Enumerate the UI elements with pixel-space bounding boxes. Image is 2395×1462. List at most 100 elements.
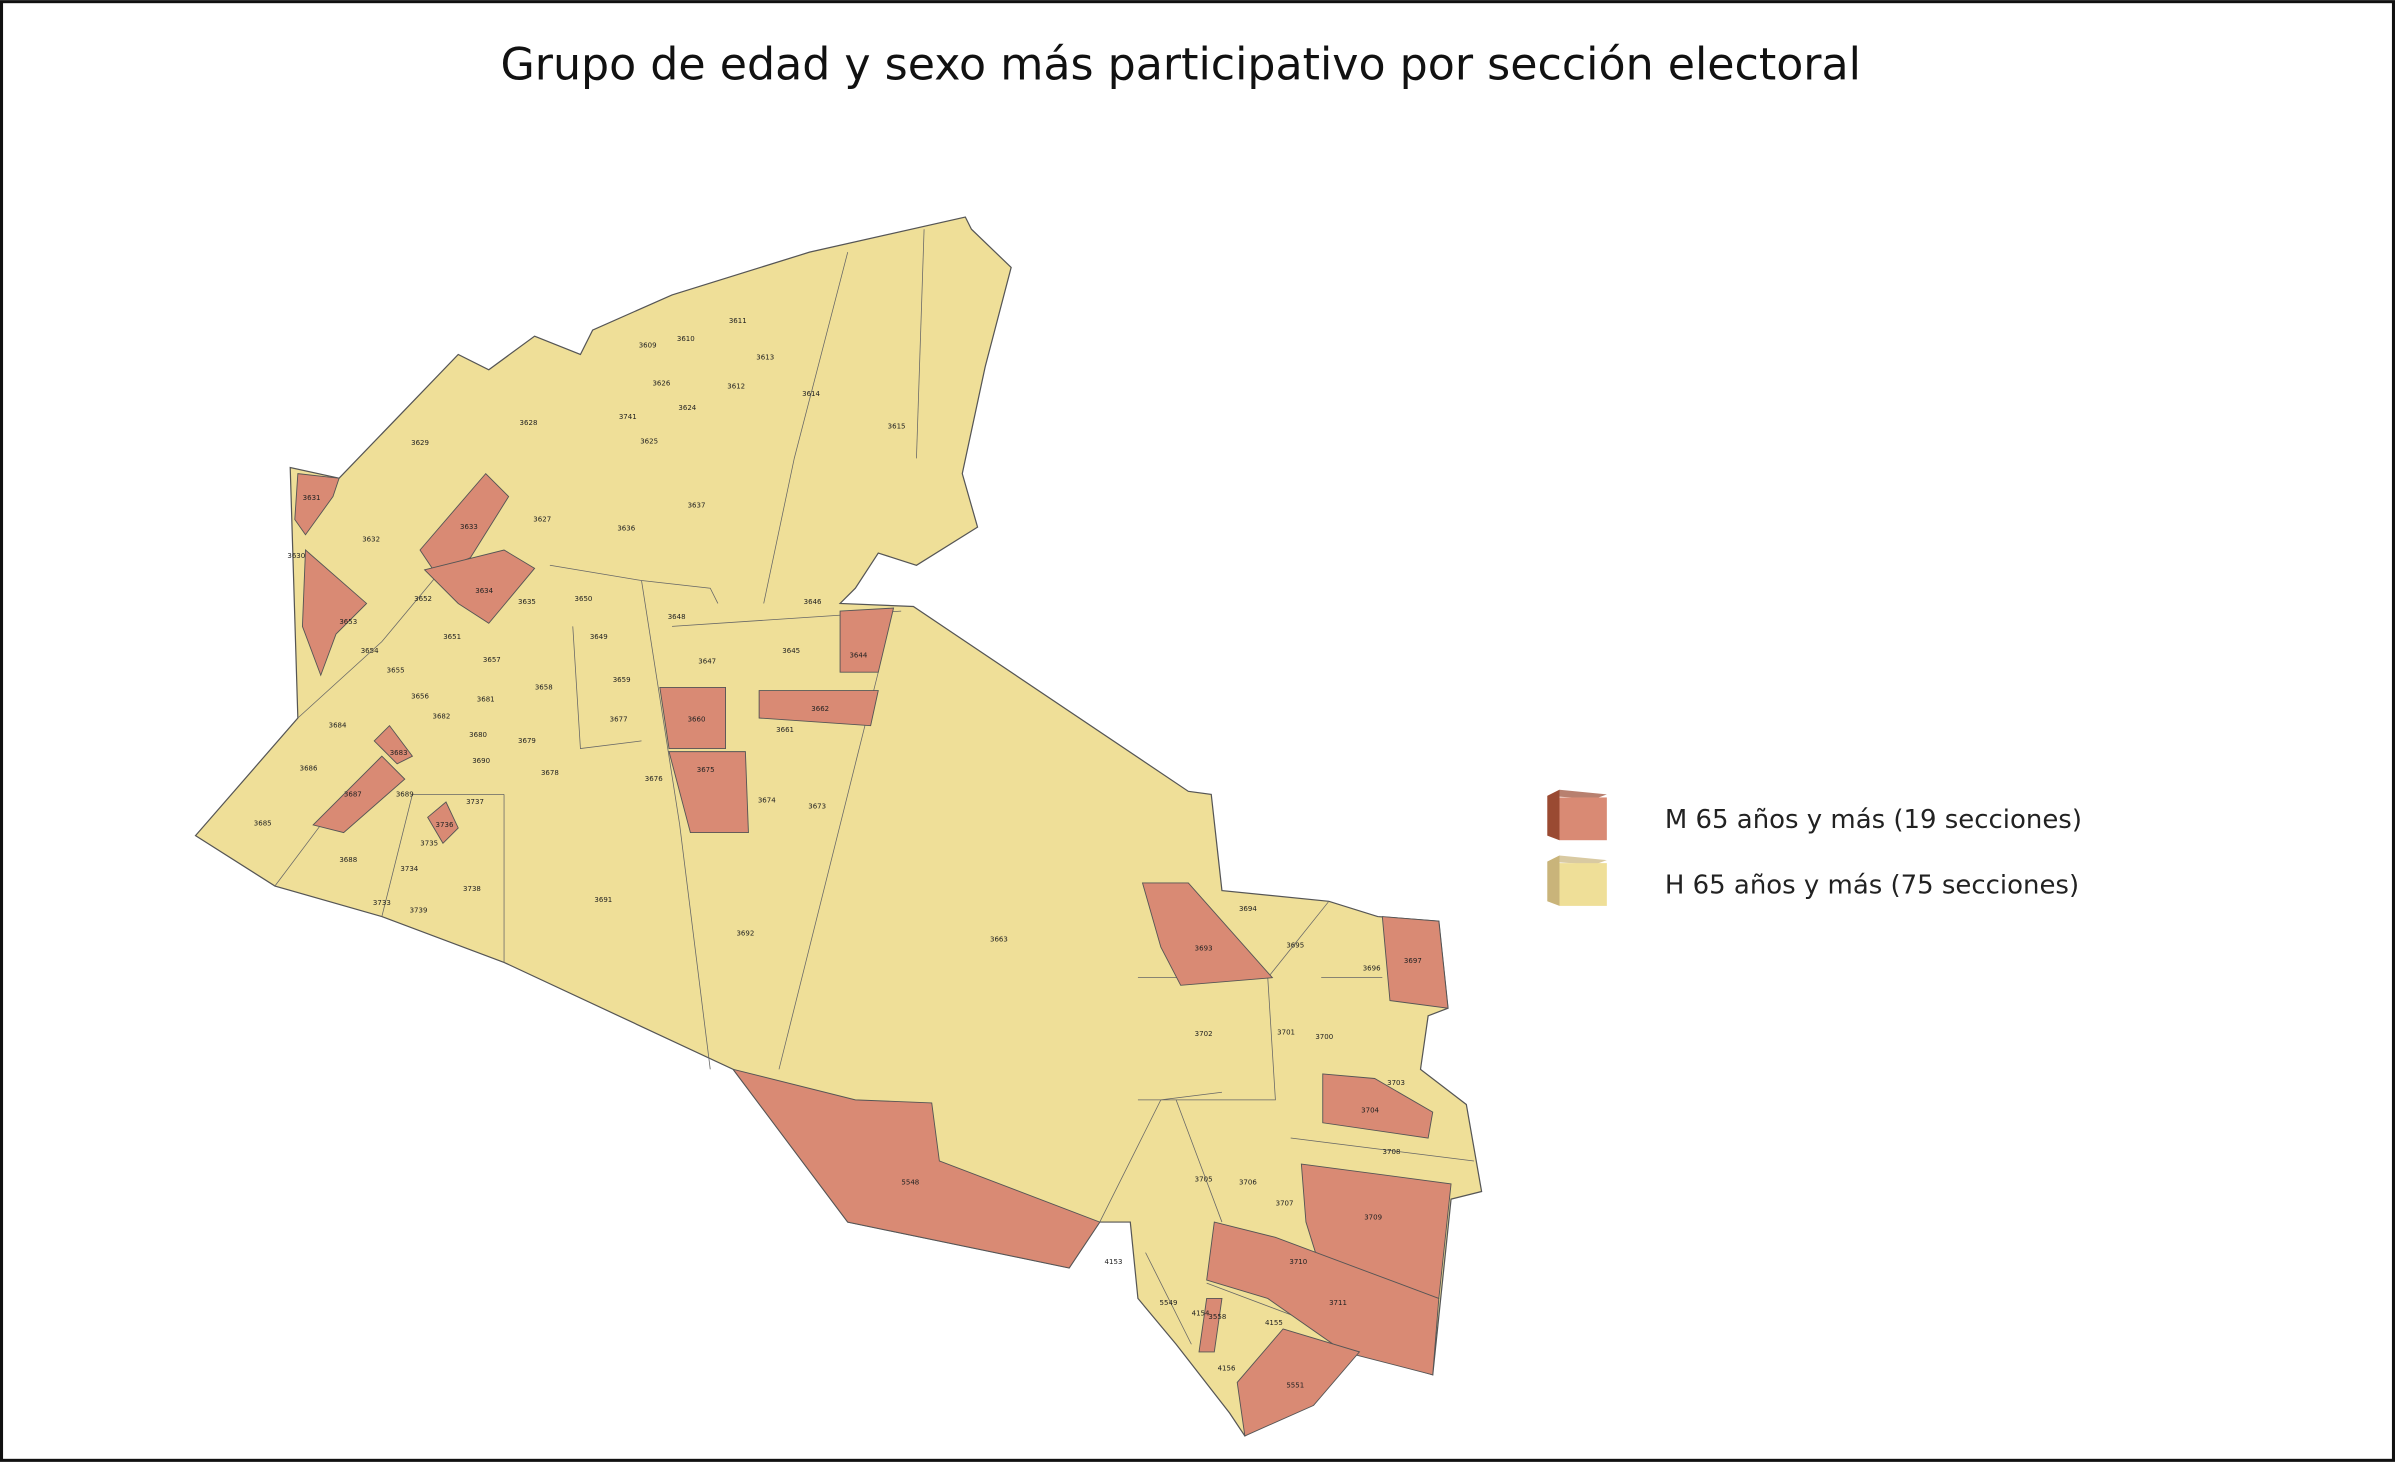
section-label: 3627 (533, 514, 551, 523)
section-label: 3693 (1195, 944, 1213, 953)
section-label: 3646 (804, 597, 822, 606)
section-area (312, 755, 406, 834)
section-border (679, 824, 711, 1070)
section-area (1381, 916, 1449, 1009)
section-label: 3673 (808, 802, 826, 811)
section-label: 3650 (575, 594, 593, 603)
section-border (1099, 1091, 1222, 1223)
section-area (758, 690, 879, 727)
section-area (1206, 1221, 1440, 1376)
section-label: 4153 (1105, 1257, 1123, 1266)
section-label: 3691 (594, 895, 612, 904)
section-label: 3651 (443, 632, 461, 641)
section-border (1290, 1137, 1475, 1162)
section-label: 4155 (1265, 1318, 1283, 1327)
section-label: 3705 (1195, 1174, 1213, 1183)
section-label: 3738 (463, 884, 481, 893)
section-area (1322, 1073, 1434, 1139)
section-label: 3697 (1404, 956, 1422, 965)
section-label: 3741 (619, 412, 637, 421)
section-label: 3611 (729, 316, 747, 325)
section-label: 3737 (466, 797, 484, 806)
legend-swatch-side (1547, 789, 1560, 841)
section-label: 3631 (303, 493, 321, 502)
section-label: 3633 (460, 522, 478, 531)
section-label: 3632 (362, 534, 380, 543)
section-label: 5551 (1286, 1381, 1304, 1390)
section-area (1141, 882, 1274, 986)
section-label: 3733 (373, 898, 391, 907)
section-border (549, 564, 719, 604)
section-label: 3661 (776, 725, 794, 734)
section-label: 3686 (300, 763, 318, 772)
section-label: 3703 (1387, 1078, 1405, 1087)
section-area (732, 1068, 1101, 1269)
section-label: 3735 (420, 838, 438, 847)
legend-label: M 65 años y más (19 secciones) (1665, 805, 2082, 835)
section-border (274, 824, 322, 887)
section-label: 3624 (678, 403, 696, 412)
section-label: 3702 (1195, 1029, 1213, 1038)
section-label: 3739 (410, 905, 428, 914)
section-label: 3648 (668, 612, 686, 621)
section-label: 3614 (802, 389, 820, 398)
section-border (297, 549, 459, 719)
legend-swatch-side (1547, 855, 1560, 906)
section-label: 3653 (339, 617, 357, 626)
section-label: 3692 (736, 928, 754, 937)
section-label: 3625 (640, 437, 658, 446)
section-label: 3734 (400, 864, 418, 873)
legend-swatch-top (1547, 855, 1607, 865)
section-label: 3635 (518, 597, 536, 606)
section-label: 3704 (1361, 1106, 1379, 1115)
section-label: 3656 (411, 692, 429, 701)
section-label: 3683 (390, 748, 408, 757)
section-label: 3610 (677, 334, 695, 343)
section-label: 3675 (697, 765, 715, 774)
section-label: 3701 (1277, 1028, 1295, 1037)
map: 3631 3633 3634 3653 3644 3662 3660 3675 3683 3687… (194, 216, 1483, 1437)
section-label: 3662 (811, 704, 829, 713)
section-border (641, 580, 681, 825)
section-label: 3695 (1286, 941, 1304, 950)
section-label: 3680 (469, 730, 487, 739)
section-label: 3628 (520, 418, 538, 427)
section-label: 3612 (727, 382, 745, 391)
legend: M 65 años y más (19 secciones) H 65 años … (1547, 789, 2082, 906)
section-label: 3659 (613, 675, 631, 684)
section-label: 3613 (756, 353, 774, 362)
section-label: 3630 (287, 551, 305, 560)
legend-label: H 65 años y más (75 secciones) (1665, 871, 2079, 901)
section-label: 3681 (477, 695, 495, 704)
section-label: 3634 (475, 586, 493, 595)
section-label: 3707 (1276, 1199, 1294, 1208)
section-label: 3645 (782, 646, 800, 655)
section-label: 3655 (387, 666, 405, 675)
section-label: 3644 (849, 650, 867, 659)
section-label: 3558 (1208, 1312, 1226, 1321)
section-border (916, 229, 925, 459)
section-label: 3694 (1239, 904, 1257, 913)
territory (194, 216, 1483, 1437)
section-area (423, 549, 536, 624)
section-label: 3684 (329, 721, 347, 730)
section-label: 3609 (639, 340, 657, 349)
section-label: 3685 (254, 818, 272, 827)
section-label: 5549 (1160, 1298, 1178, 1307)
legend-swatch-top (1547, 789, 1607, 799)
section-label: 3647 (698, 657, 716, 666)
section-label: 3689 (396, 789, 414, 798)
section-area (427, 801, 459, 845)
section-label: 3649 (590, 632, 608, 641)
section-border (1267, 901, 1330, 978)
section-border (1145, 1252, 1192, 1345)
section-area (373, 724, 414, 765)
section-area (1236, 1328, 1361, 1437)
section-area (1198, 1297, 1223, 1353)
section-label: 3629 (411, 438, 429, 447)
section-label: 3678 (541, 768, 559, 777)
section-label: 3626 (652, 379, 670, 388)
section-label: 4156 (1218, 1364, 1236, 1373)
section-label: 3660 (688, 715, 706, 724)
section-label: 3696 (1363, 964, 1381, 973)
